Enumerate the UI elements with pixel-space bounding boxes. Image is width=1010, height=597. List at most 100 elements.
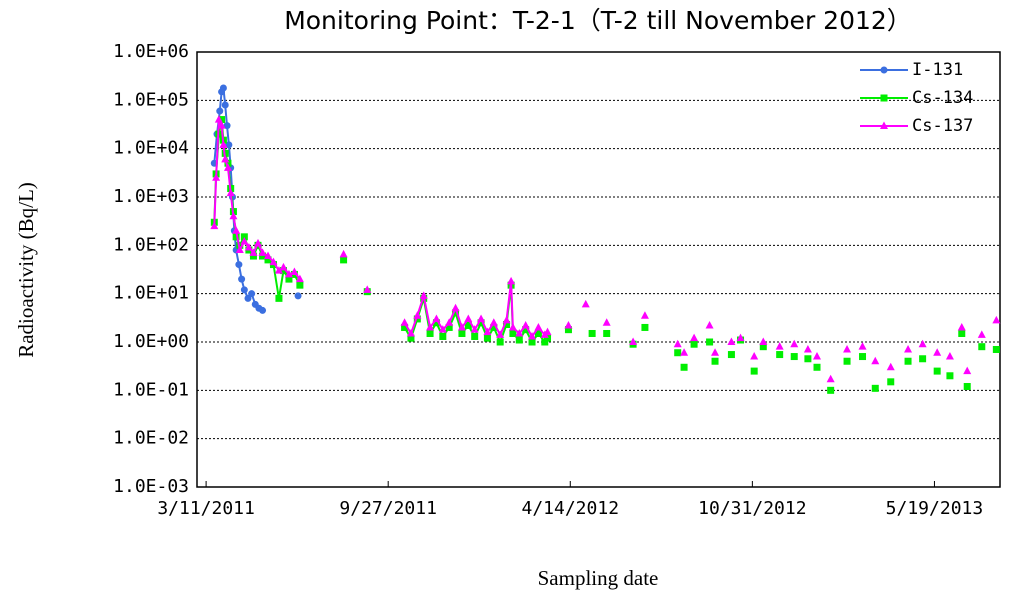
marker [502, 315, 511, 324]
chart-title: Monitoring Point：T-2-1（T-2 till November… [284, 6, 912, 35]
marker [229, 211, 238, 220]
marker [904, 344, 913, 353]
marker [750, 367, 758, 375]
marker [887, 378, 895, 386]
marker [269, 257, 278, 266]
marker [843, 344, 852, 353]
plot-border [196, 51, 1001, 488]
marker [933, 348, 942, 356]
marker [790, 353, 798, 361]
marker [432, 314, 441, 322]
marker [212, 173, 221, 181]
marker [419, 291, 428, 299]
y-tick-label: 1.0E+01 [113, 283, 189, 304]
marker [490, 323, 498, 331]
x-tick-label: 4/14/2012 [522, 498, 620, 519]
marker [706, 338, 714, 346]
marker [285, 275, 293, 283]
marker [711, 348, 720, 356]
marker [871, 384, 879, 392]
marker [406, 328, 415, 337]
marker [690, 333, 699, 342]
marker [413, 311, 422, 319]
marker [564, 326, 572, 334]
legend-label: Cs-137 [912, 116, 973, 136]
marker [219, 140, 228, 148]
marker [426, 322, 435, 331]
marker [674, 349, 682, 357]
marker [400, 318, 409, 326]
marker [992, 345, 1000, 353]
marker [958, 329, 966, 337]
marker [240, 237, 249, 245]
marker [977, 330, 986, 338]
marker [759, 337, 768, 345]
marker [690, 340, 698, 348]
marker [225, 141, 233, 149]
marker [880, 121, 888, 129]
x-axis-title: Sampling date [538, 566, 659, 590]
marker [445, 323, 453, 331]
legend-label: I-131 [912, 60, 963, 80]
marker [528, 338, 536, 346]
marker [439, 332, 447, 340]
marker [471, 332, 479, 340]
marker [483, 327, 492, 336]
x-tick-label: 10/31/2012 [698, 498, 806, 519]
x-tick-label: 9/27/2011 [339, 498, 437, 519]
marker [640, 311, 649, 319]
marker [223, 122, 231, 130]
marker [880, 94, 888, 102]
marker [528, 331, 537, 340]
marker [457, 322, 466, 331]
marker [918, 339, 927, 348]
marker [407, 334, 415, 342]
marker [957, 322, 966, 331]
marker [515, 336, 523, 344]
marker [279, 262, 288, 271]
marker [603, 329, 611, 337]
marker [521, 320, 530, 329]
marker [426, 329, 434, 337]
marker [759, 343, 767, 351]
marker [509, 329, 517, 337]
marker [541, 338, 549, 346]
marker [933, 367, 941, 375]
marker [489, 318, 498, 326]
marker [470, 325, 479, 333]
marker [232, 226, 241, 234]
marker [978, 343, 986, 351]
marker [279, 267, 287, 275]
marker [813, 363, 821, 371]
marker [339, 249, 348, 258]
marker [581, 299, 590, 308]
y-tick-label: 1.0E-02 [113, 428, 189, 449]
y-axis-title: Radioactivity (Bq/L) [14, 182, 38, 358]
marker [508, 322, 517, 331]
marker [813, 352, 822, 360]
marker [214, 115, 223, 123]
marker [904, 357, 912, 365]
marker [452, 309, 460, 317]
marker [238, 275, 246, 283]
marker [919, 355, 927, 363]
marker [464, 314, 473, 322]
marker [235, 245, 244, 254]
marker [727, 337, 736, 345]
marker [826, 374, 835, 383]
marker [886, 362, 895, 371]
marker [235, 261, 243, 269]
marker [210, 221, 219, 230]
marker [432, 319, 440, 327]
marker [413, 315, 421, 323]
marker [232, 233, 240, 241]
marker [217, 121, 226, 129]
marker [588, 329, 596, 337]
marker [295, 274, 304, 283]
x-tick-label: 3/11/2011 [157, 498, 255, 519]
marker [790, 339, 799, 348]
marker [275, 294, 283, 302]
marker [880, 66, 888, 74]
marker [673, 339, 682, 348]
